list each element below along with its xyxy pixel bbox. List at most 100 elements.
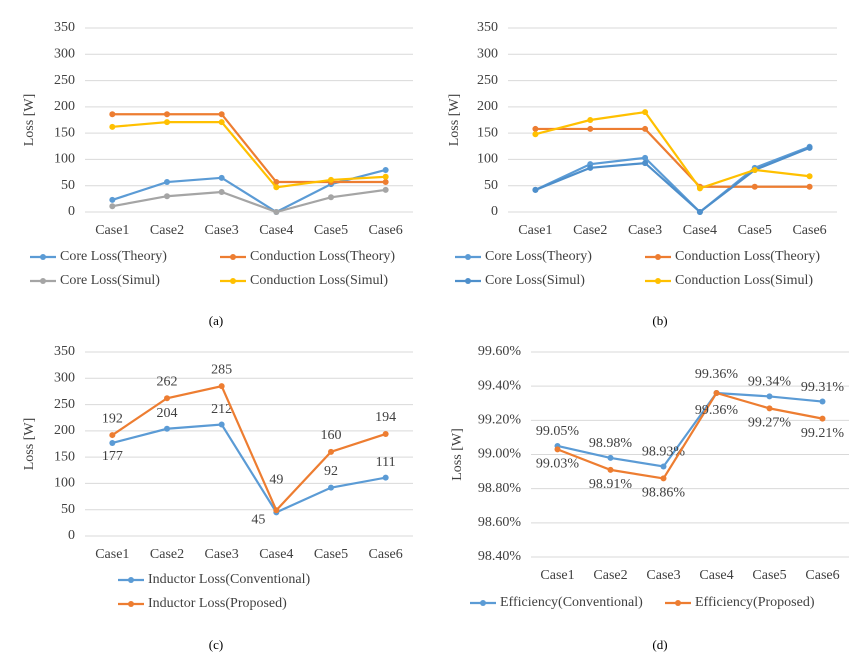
y-tick-label: 300	[54, 371, 75, 386]
point	[109, 203, 116, 210]
point	[660, 475, 667, 482]
point	[642, 109, 649, 116]
y-tick-label: 250	[477, 73, 498, 88]
point	[532, 125, 539, 132]
legend-marker	[655, 254, 661, 260]
legend-marker	[655, 278, 661, 284]
point	[382, 186, 389, 193]
point	[587, 117, 594, 123]
point	[642, 125, 649, 132]
y-tick-label: 350	[54, 20, 75, 35]
data-label: 262	[157, 374, 178, 389]
point	[554, 446, 561, 453]
x-tick-label: Case4	[699, 568, 733, 583]
legend-marker	[465, 278, 471, 284]
series-line	[535, 146, 810, 214]
data-label: 99.05%	[536, 424, 580, 439]
data-label: 99.31%	[801, 380, 845, 395]
caption: (c)	[209, 637, 223, 652]
point	[218, 421, 225, 428]
point	[218, 174, 225, 181]
y-tick-label: 200	[54, 99, 75, 114]
series-line	[557, 391, 823, 468]
x-tick-label: Case4	[683, 223, 717, 238]
legend-label: Conduction Loss(Theory)	[675, 249, 820, 264]
point	[218, 189, 225, 196]
point	[273, 209, 280, 215]
x-tick-label: Case5	[314, 547, 348, 562]
y-tick-label: 99.40%	[478, 378, 522, 393]
legend-label: Conduction Loss(Simul)	[250, 273, 388, 288]
x-tick-label: Case1	[540, 568, 574, 583]
caption: (d)	[652, 637, 667, 652]
point	[109, 432, 116, 439]
point	[532, 186, 539, 193]
point	[328, 176, 334, 183]
x-tick-label: Case6	[805, 568, 839, 583]
series-line	[535, 127, 810, 188]
legend-label: Conduction Loss(Theory)	[250, 249, 395, 264]
series-line	[112, 423, 386, 514]
data-label: 98.86%	[642, 486, 686, 501]
data-label: 98.98%	[589, 436, 633, 451]
point	[382, 474, 389, 481]
x-tick-label: Case2	[150, 223, 184, 238]
x-tick-label: Case3	[205, 223, 239, 238]
y-tick-label: 50	[484, 178, 498, 193]
series-line	[112, 121, 386, 189]
x-tick-label: Case5	[738, 223, 772, 238]
y-axis-label: Loss [W]	[447, 94, 462, 147]
legend-marker	[128, 601, 134, 607]
x-tick-label: Case6	[792, 223, 826, 238]
y-tick-label: 100	[54, 152, 75, 167]
caption: (a)	[209, 313, 223, 328]
legend-label: Conduction Loss(Simul)	[675, 273, 813, 288]
data-label: 98.93%	[642, 445, 686, 460]
legend-marker	[40, 278, 46, 284]
x-tick-label: Case5	[314, 223, 348, 238]
x-tick-label: Case2	[150, 547, 184, 562]
y-axis-label: Loss [W]	[22, 418, 37, 471]
y-tick-label: 98.40%	[478, 549, 522, 564]
point	[660, 463, 667, 470]
point	[328, 484, 334, 491]
y-tick-label: 99.00%	[478, 447, 522, 462]
y-tick-label: 100	[477, 152, 498, 167]
data-label: 111	[376, 455, 396, 470]
point	[164, 119, 170, 126]
data-label: 99.21%	[801, 426, 845, 441]
y-tick-label: 200	[477, 99, 498, 114]
point	[382, 179, 389, 186]
series-line	[112, 188, 386, 214]
legend-label: Core Loss(Simul)	[485, 273, 585, 288]
y-tick-label: 350	[477, 20, 498, 35]
data-label: 160	[321, 428, 342, 443]
point	[164, 425, 170, 432]
point	[273, 184, 280, 191]
point	[328, 194, 334, 201]
x-tick-label: Case2	[573, 223, 607, 238]
legend-marker	[465, 254, 471, 260]
point	[642, 160, 649, 167]
data-label: 99.34%	[748, 375, 792, 390]
series-line	[534, 145, 810, 214]
legend-marker	[40, 254, 46, 260]
x-tick-label: Case1	[95, 223, 129, 238]
data-label: 98.91%	[589, 477, 633, 492]
point	[382, 166, 389, 173]
point	[713, 390, 720, 396]
data-label: 212	[211, 402, 232, 417]
series-line	[535, 110, 810, 190]
legend-marker	[230, 254, 236, 260]
point	[587, 164, 594, 171]
legend-label: Core Loss(Theory)	[60, 249, 167, 264]
point	[532, 131, 539, 138]
y-tick-label: 250	[54, 397, 75, 412]
legend-label: Inductor Loss(Proposed)	[148, 596, 287, 611]
y-tick-label: 98.60%	[478, 515, 522, 530]
y-tick-label: 50	[61, 502, 75, 517]
point	[164, 395, 170, 402]
point	[273, 179, 280, 186]
